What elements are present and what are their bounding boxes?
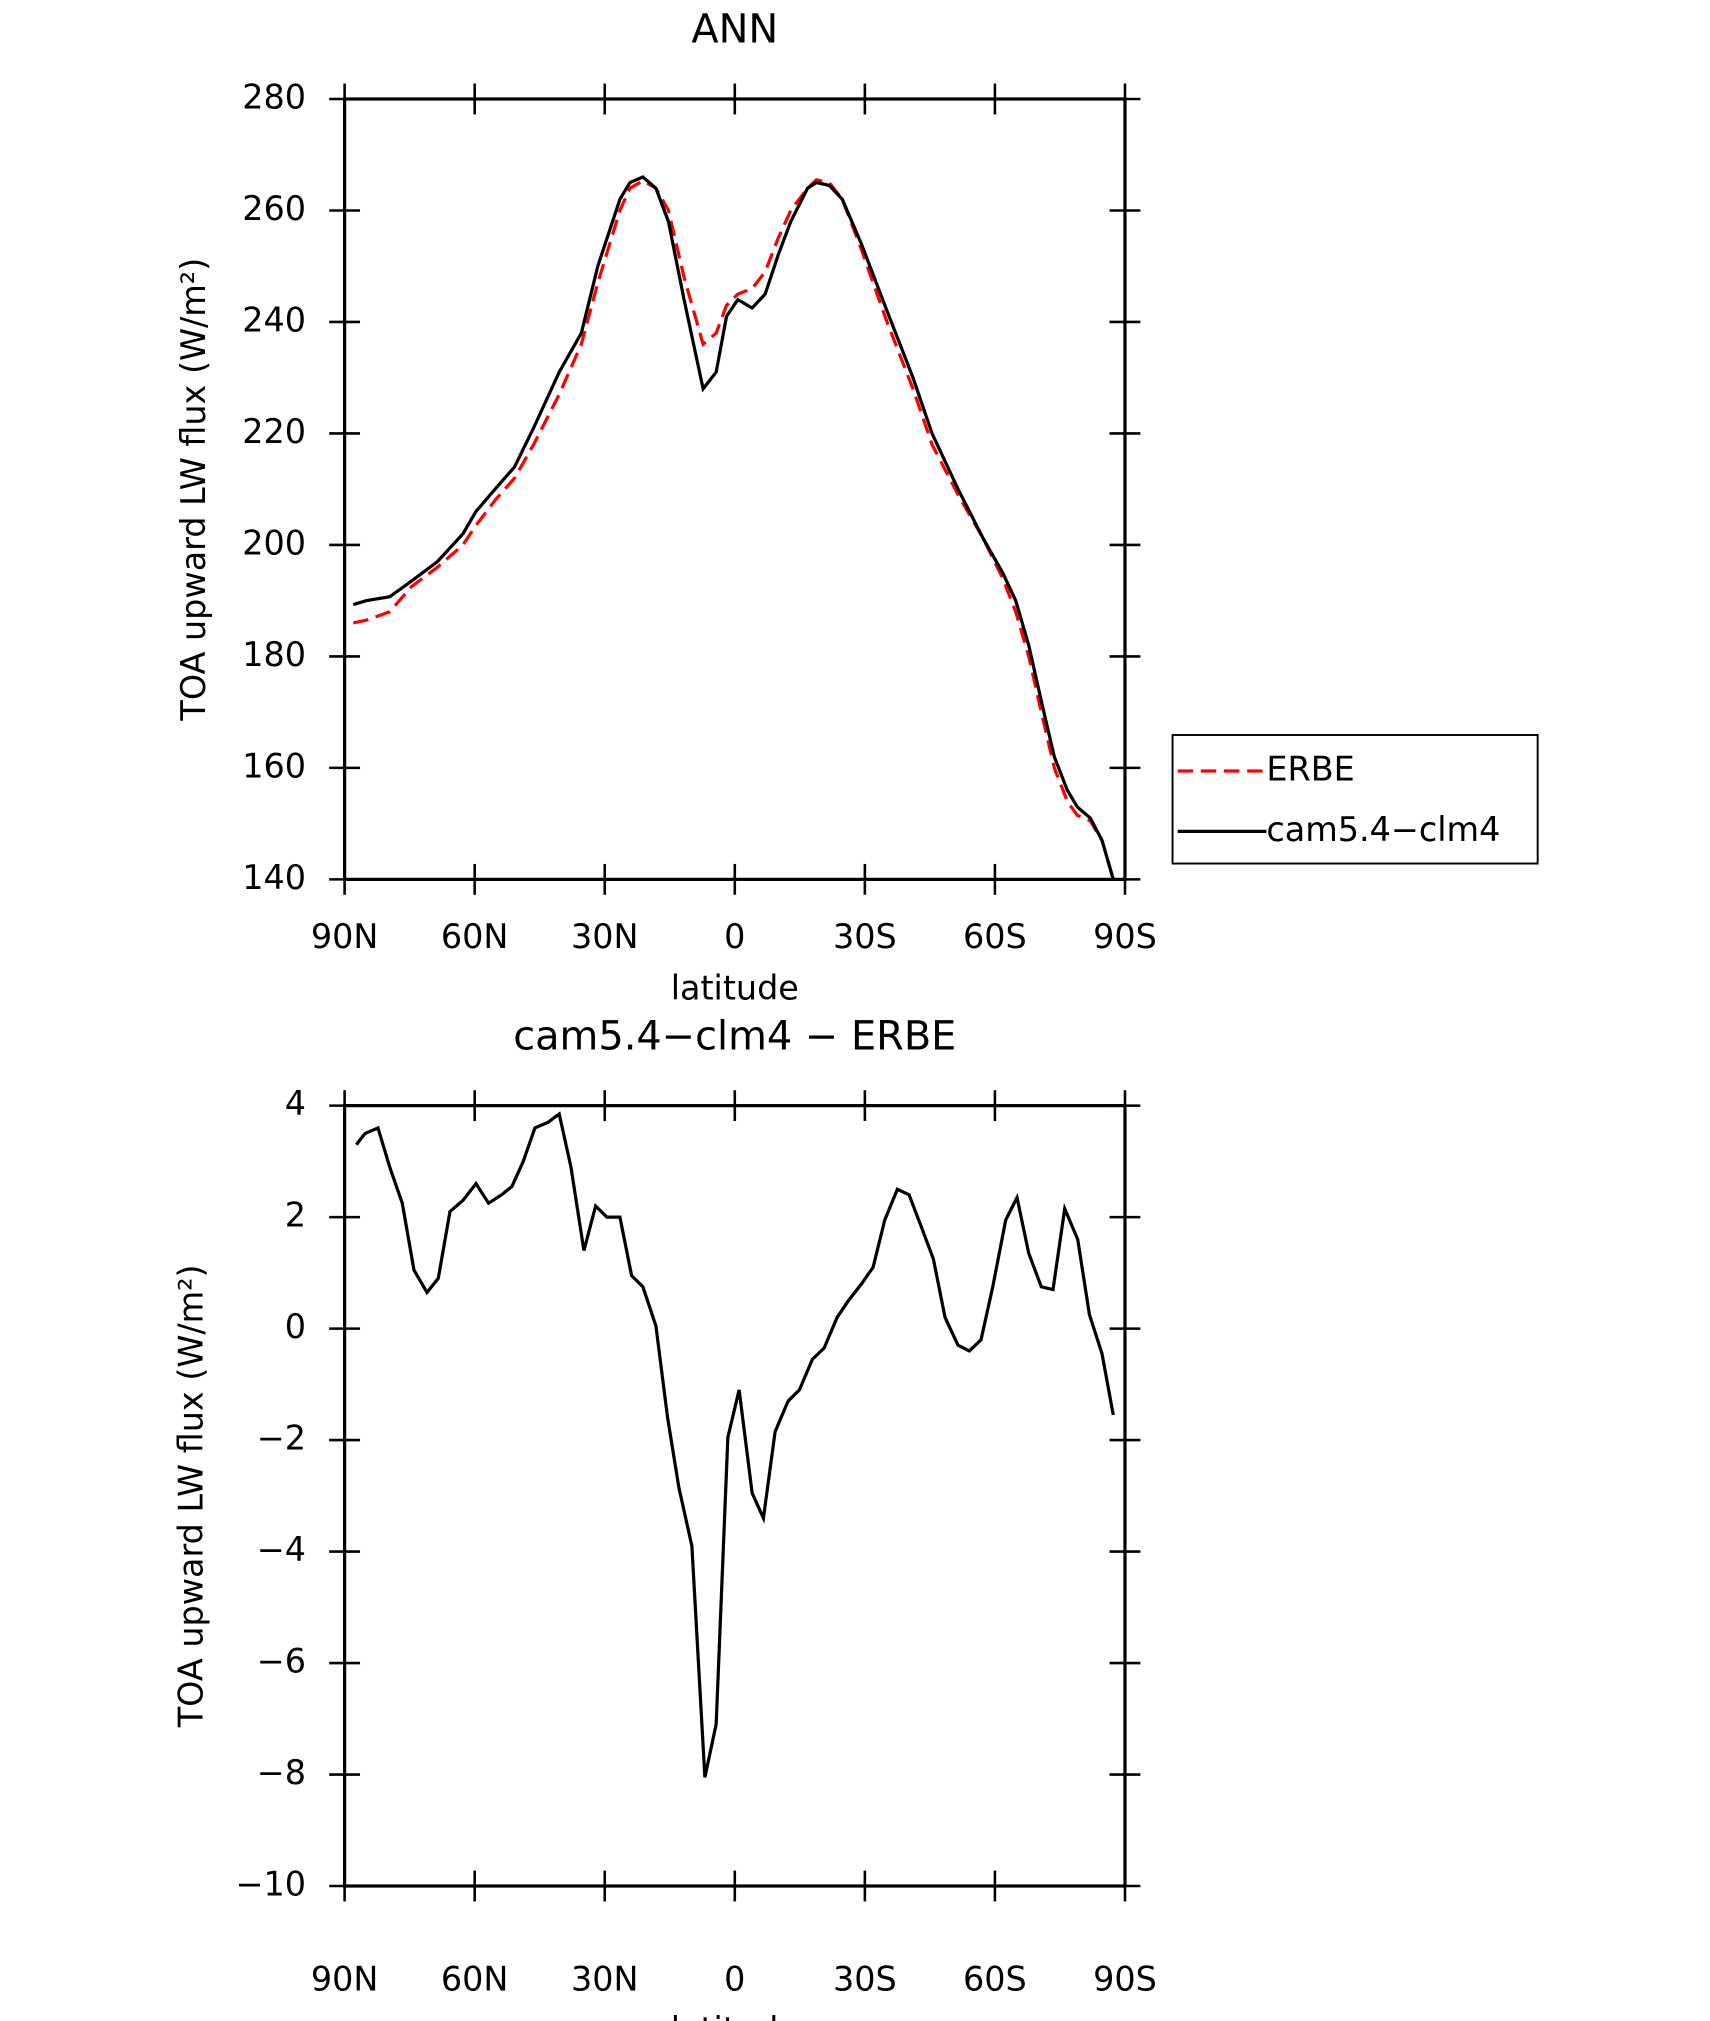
x-tick-label: 30N [571,1960,639,1999]
x-axis-label: latitude [671,2010,799,2021]
x-axis-label: latitude [671,968,799,1007]
x-tick-label: 90N [311,917,379,956]
y-tick-label: 4 [285,1084,306,1123]
x-tick-label: 60S [963,1960,1027,1999]
y-tick-label: −6 [257,1642,306,1681]
y-tick-label: 240 [242,300,306,339]
y-tick-label: 160 [242,746,306,785]
y-tick-label: −8 [257,1753,306,1792]
y-axis-label: TOA upward LW flux (W/m²) [171,1264,210,1728]
y-tick-label: 200 [242,523,306,562]
y-tick-label: −2 [257,1419,306,1458]
x-tick-label: 90S [1093,917,1157,956]
data-line [355,1111,1115,1778]
x-tick-label: 0 [724,917,745,956]
chart-title: cam5.4−clm4 − ERBE [513,1013,956,1059]
y-tick-label: 0 [285,1307,306,1346]
x-tick-label: 30S [833,1960,897,1999]
x-tick-label: 90S [1093,1960,1157,1999]
x-tick-label: 30S [833,917,897,956]
chart-title: ANN [691,7,778,53]
plot-frame [343,97,1127,881]
x-tick-label: 90N [311,1960,379,1999]
y-tick-label: 220 [242,412,306,451]
data-line [352,178,1115,880]
y-tick-label: 2 [285,1196,306,1235]
x-tick-label: 60N [441,917,509,956]
x-tick-label: 60N [441,1960,509,1999]
y-axis-label: TOA upward LW flux (W/m²) [174,258,213,722]
x-tick-label: 60S [963,917,1027,956]
y-tick-label: −4 [257,1530,306,1569]
y-tick-label: 180 [242,635,306,674]
x-tick-label: 0 [724,1960,745,1999]
y-tick-label: 140 [242,858,306,897]
legend-box [1171,734,1539,865]
x-tick-label: 30N [571,917,639,956]
legend-label: ERBE [1266,749,1354,788]
data-line [352,175,1115,880]
y-tick-label: 260 [242,189,306,228]
plot-frame [343,1104,1127,1888]
legend-label: cam5.4−clm4 [1266,810,1500,849]
y-tick-label: −10 [236,1865,307,1904]
y-tick-label: 280 [242,77,306,116]
